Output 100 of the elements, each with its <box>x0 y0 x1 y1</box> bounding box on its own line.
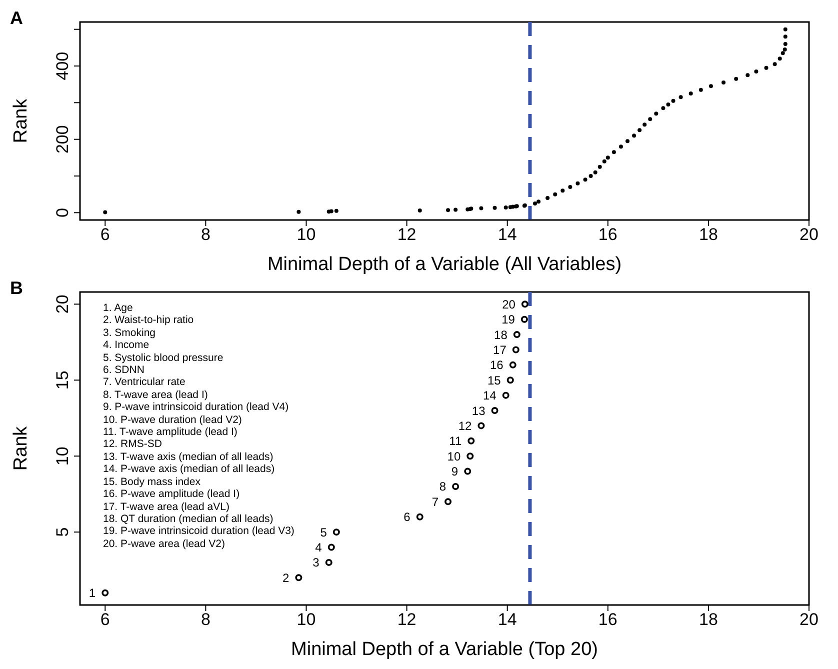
x-tick-label: 20 <box>800 610 818 630</box>
point <box>513 331 520 338</box>
point <box>532 202 537 206</box>
point <box>446 208 450 212</box>
annotation: 15. Body mass index <box>103 476 202 488</box>
point <box>638 128 642 132</box>
point <box>782 48 787 52</box>
annotation: 13. T-wave axis (median of all leads) <box>103 450 274 464</box>
annotation: 8. T-wave area (lead I) <box>103 388 209 402</box>
y-tick-label: 200 <box>53 125 72 154</box>
annotation: 4. Income <box>103 339 150 352</box>
point <box>648 117 652 122</box>
annotation: 5. Systolic blood pressure <box>103 352 224 364</box>
point <box>778 56 782 61</box>
annotation: 1. Age <box>103 302 134 314</box>
point <box>764 66 768 70</box>
x-tick-label: 18 <box>698 610 718 630</box>
point <box>783 34 788 39</box>
point <box>583 178 588 182</box>
chart-title: A <box>10 8 23 29</box>
point <box>626 139 630 144</box>
point <box>444 498 452 506</box>
point <box>618 144 623 149</box>
point <box>454 208 458 212</box>
annotation: 9. P-wave intrinsicoid duration (lead V4) <box>103 401 290 414</box>
data-label: 17 <box>493 343 507 357</box>
x-tick-label: 10 <box>296 610 316 630</box>
y-axis-title: Rank <box>10 98 32 144</box>
point <box>588 174 593 178</box>
point <box>780 51 785 56</box>
point <box>468 437 475 444</box>
y-axis-title: Rank <box>10 426 32 471</box>
point <box>332 528 340 536</box>
x-tick-label: 12 <box>397 225 416 244</box>
y-tick-label: 5 <box>53 527 72 537</box>
x-tick-label: 8 <box>200 610 210 630</box>
chart-title: B <box>10 278 23 299</box>
point <box>328 544 335 551</box>
point <box>666 102 670 106</box>
y-tick-label: 15 <box>53 370 72 390</box>
point <box>783 27 788 32</box>
point <box>492 206 497 210</box>
point <box>698 88 703 92</box>
annotation: 18. QT duration (median of all leads) <box>103 512 274 526</box>
annotation: 6. SDNN <box>103 364 146 376</box>
point <box>642 122 647 127</box>
point <box>479 206 484 210</box>
point <box>521 300 528 308</box>
point <box>329 209 334 214</box>
point <box>546 196 550 200</box>
point <box>295 574 302 582</box>
point <box>722 80 726 84</box>
point <box>103 210 108 214</box>
point <box>553 192 558 196</box>
x-tick-label: 20 <box>800 225 818 244</box>
annotation: 2. Waist-to-hip ratio <box>103 314 195 327</box>
data-label: 15 <box>487 373 502 388</box>
x-tick-label: 18 <box>698 225 718 244</box>
x-tick-label: 12 <box>397 610 416 630</box>
annotation: 14. P-wave axis (median of all leads) <box>103 463 276 476</box>
annotation: 7. Ventricular rate <box>103 376 186 389</box>
data-label: 14 <box>482 388 497 403</box>
x-axis-title: Minimal Depth of a Variable (Top 20) <box>291 639 598 660</box>
data-label: 6 <box>404 510 411 524</box>
point <box>509 361 516 368</box>
point <box>734 76 738 81</box>
point <box>296 210 301 214</box>
data-label: 1 <box>88 586 96 600</box>
point <box>560 188 565 193</box>
point <box>708 84 713 88</box>
x-tick-label: 8 <box>200 225 210 244</box>
point <box>416 513 424 520</box>
point <box>654 112 658 116</box>
point <box>512 346 520 354</box>
data-label: 4 <box>315 540 322 555</box>
point <box>491 407 498 414</box>
point <box>102 589 109 596</box>
point <box>334 208 338 213</box>
point <box>593 170 598 174</box>
point <box>502 392 510 399</box>
y-tick-label: 400 <box>53 52 72 80</box>
point <box>452 482 460 490</box>
point <box>746 73 750 78</box>
point <box>612 150 616 154</box>
y-tick-label: 0 <box>53 208 72 218</box>
data-label: 13 <box>472 404 486 418</box>
point <box>783 42 788 46</box>
point <box>464 468 472 475</box>
point <box>661 106 666 110</box>
point <box>504 206 508 210</box>
point <box>632 134 636 138</box>
point <box>688 92 693 96</box>
data-label: 12 <box>458 418 472 433</box>
annotation: 10. P-wave duration (lead V2) <box>103 414 243 426</box>
x-tick-label: 14 <box>498 225 517 244</box>
x-tick-label: 14 <box>498 610 517 630</box>
point <box>506 376 514 384</box>
data-label: 3 <box>312 556 320 570</box>
x-tick-label: 10 <box>296 225 316 244</box>
point <box>325 558 332 566</box>
